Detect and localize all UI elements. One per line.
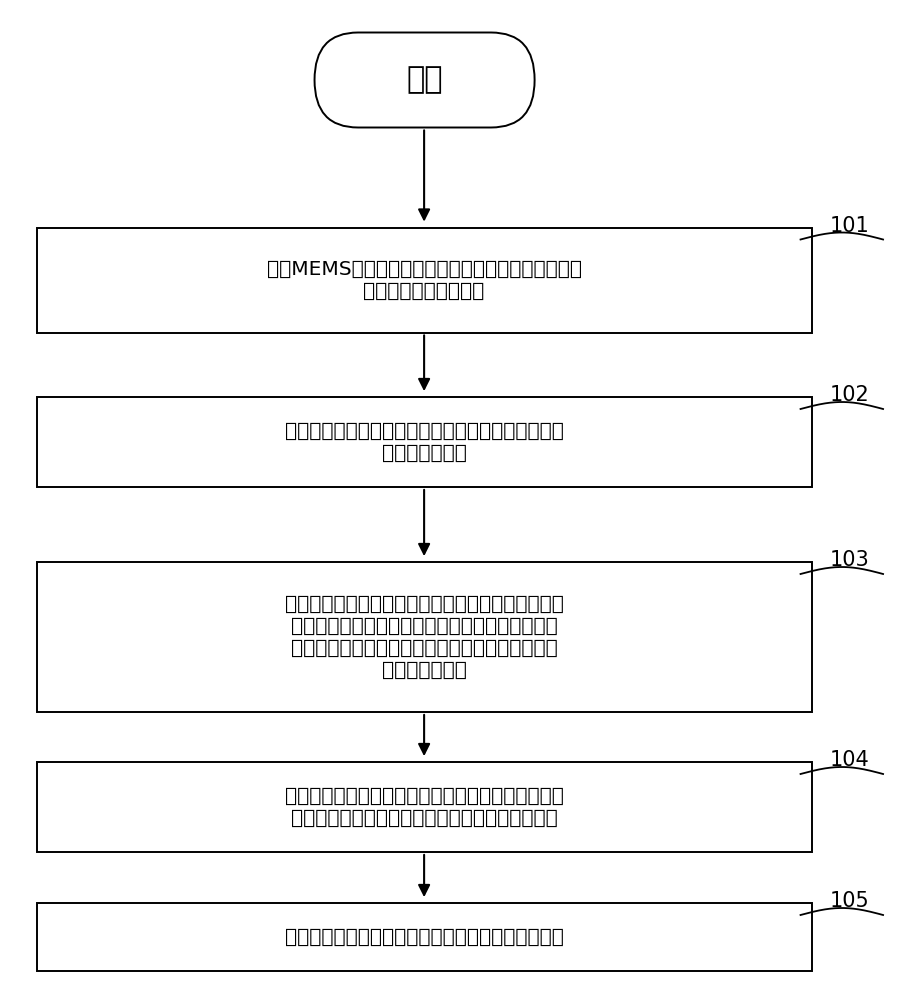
Text: 开始: 开始 (406, 66, 443, 95)
Bar (37, 228, 812, 332)
Text: 104: 104 (830, 750, 870, 770)
Text: 使用得到的新转换系数函数替代当前的转换系数函数: 使用得到的新转换系数函数替代当前的转换系数函数 (284, 928, 564, 946)
Text: 101: 101 (830, 216, 870, 235)
Bar (37, 397, 812, 487)
Text: 获取MEMS传感器采集的第一流量数据和热式流量传感
器采集的第二流量数据: 获取MEMS传感器采集的第一流量数据和热式流量传感 器采集的第二流量数据 (267, 259, 581, 300)
Text: 105: 105 (830, 891, 870, 911)
Bar (37, 903, 812, 971)
Bar (37, 562, 812, 712)
FancyBboxPatch shape (315, 32, 535, 127)
Bar (37, 762, 812, 852)
Text: 如果变化转态为变化慢状态，则基于第二流量数据确
定当前气体流量的数据；如果变化转态为变换快状
态时，基于第一流量数据和转换系数函数获得当前
气体流量的数据: 如果变化转态为变化慢状态，则基于第二流量数据确 定当前气体流量的数据；如果变化转… (284, 594, 564, 680)
Text: 基于第一流量数据以及预设的状态判决规则确定气体
流量的变化转态: 基于第一流量数据以及预设的状态判决规则确定气体 流量的变化转态 (284, 422, 564, 462)
Text: 102: 102 (830, 385, 870, 405)
Text: 103: 103 (830, 550, 870, 570)
Text: 如果需要对转换系数函数进行校正，则基于第一流量
数据和第二流量数据对转换系数函数进行校正处理: 如果需要对转换系数函数进行校正，则基于第一流量 数据和第二流量数据对转换系数函数… (284, 786, 564, 828)
